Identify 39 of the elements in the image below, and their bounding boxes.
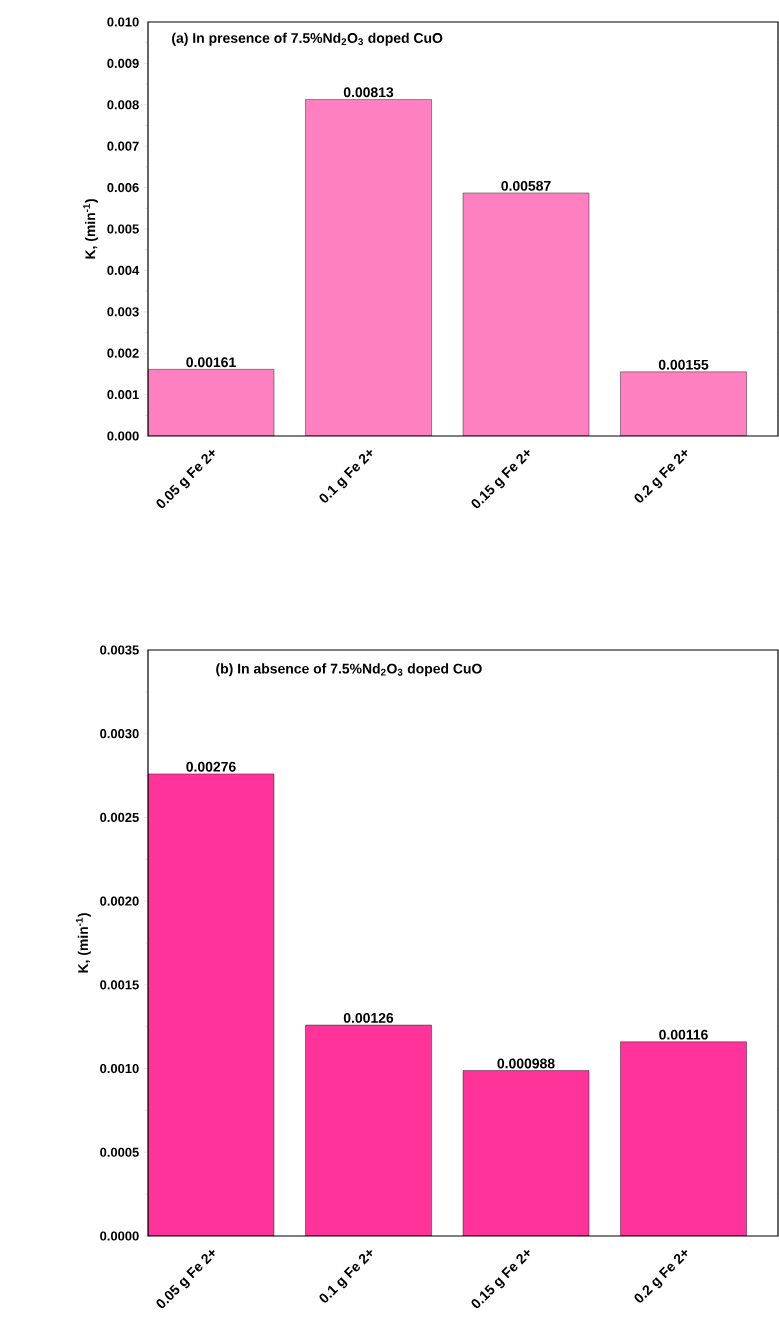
y-tick-label: 0.004: [107, 265, 140, 275]
y-tick-label: 0.008: [107, 100, 139, 110]
y-tick-label: 0.0015: [100, 980, 139, 990]
y-tick-label: 0.009: [107, 58, 139, 68]
bar: [463, 1070, 589, 1236]
data-label: 0.00161: [186, 357, 236, 368]
y-tick-label: 0.002: [107, 348, 139, 358]
y-tick-label: 0.0035: [100, 645, 139, 655]
x-tick-label: 0.1 g Fe 2+: [319, 1250, 373, 1303]
data-label: 0.00587: [501, 180, 551, 191]
data-label: 0.00126: [343, 1012, 394, 1023]
bar: [148, 773, 274, 1236]
y-tick-label: 0.0005: [100, 1147, 139, 1157]
y-tick-label: 0.0010: [100, 1063, 139, 1074]
x-tick-label: 0.2 g Fe 2+: [634, 1250, 688, 1303]
data-label: 0.000988: [497, 1058, 555, 1069]
y-tick-label: 0.010: [107, 17, 139, 27]
y-tick-label: 0.000: [107, 431, 139, 441]
data-label: 0.00116: [659, 1029, 708, 1040]
y-tick-label: 0.0000: [100, 1231, 139, 1241]
text: (a) In presence of 7.5%Nd$_{2}$O$_{3}$ doped CuO: [172, 32, 443, 46]
y-axis-title: K, (min$^{-1}$): [75, 913, 91, 973]
y-axis-title: K, (min$^{-1}$): [83, 199, 98, 259]
x-tick-label: 0.2 g Fe 2+: [634, 450, 688, 503]
text: (b) In absence of 7.5%Nd$_{2}$O$_{3}$ doped CuO: [216, 663, 482, 677]
y-tick-label: 0.0030: [100, 729, 139, 739]
bar: [305, 1025, 432, 1236]
y-tick-label: 0.006: [107, 183, 139, 193]
data-label: 0.00155: [658, 359, 709, 370]
y-tick-label: 0.007: [107, 141, 139, 151]
y-tick-label: 0.0020: [100, 896, 139, 906]
data-label: 0.00813: [343, 87, 394, 98]
y-tick-label: 0.001: [107, 390, 139, 400]
y-tick-label: 0.005: [107, 224, 139, 234]
y-tick-label: 0.0025: [100, 812, 139, 823]
bar: [620, 1041, 747, 1236]
x-tick-label: 0.1 g Fe 2+: [319, 450, 373, 503]
data-label: 0.00276: [186, 761, 236, 772]
y-tick-label: 0.003: [107, 307, 139, 317]
